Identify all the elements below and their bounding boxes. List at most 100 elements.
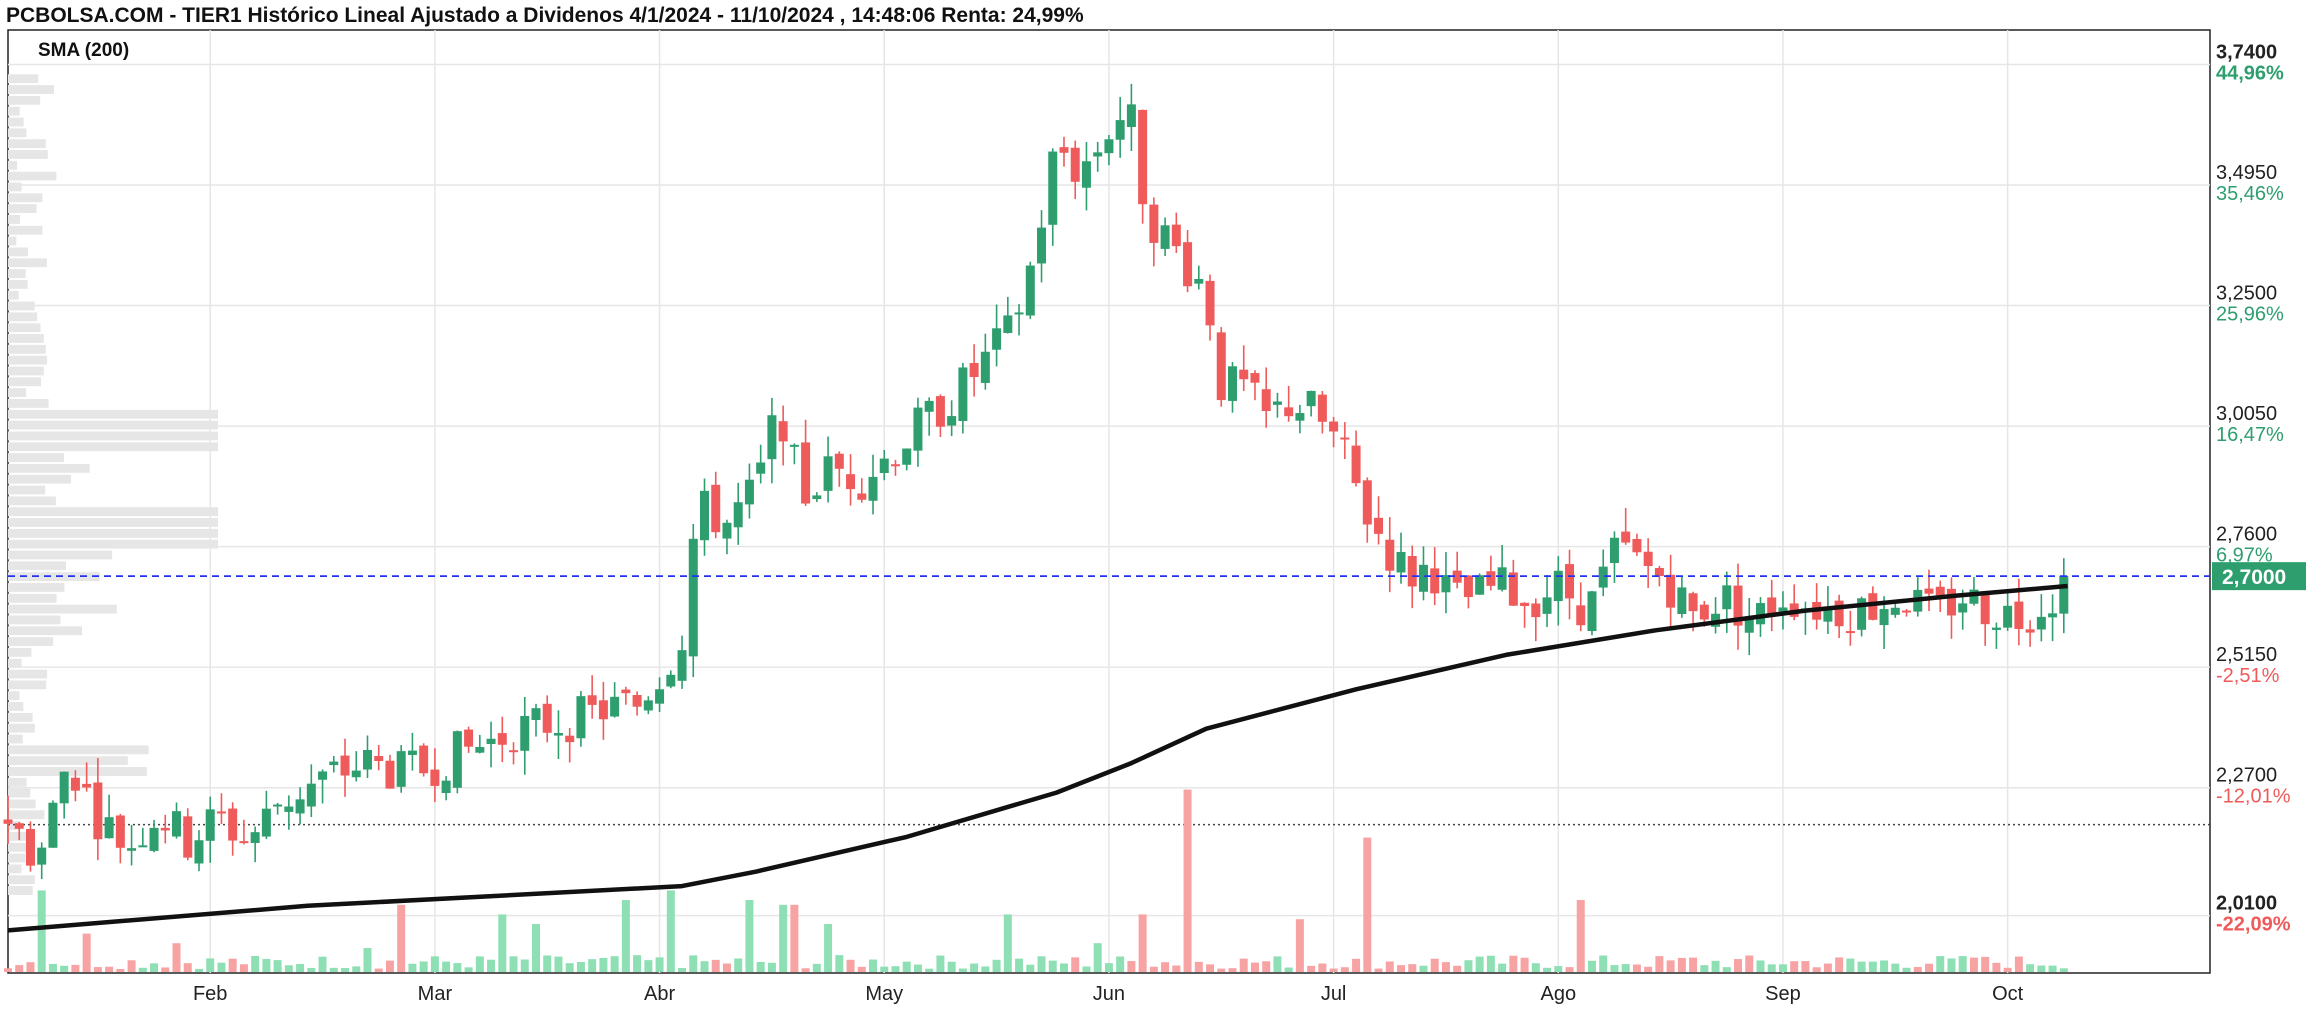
candle [935,394,945,438]
candle-body [1733,585,1743,626]
candle [250,826,260,863]
candle-body [1621,531,1631,543]
candle-body [59,771,69,804]
volume-profile-bar [8,485,46,495]
candle-body [1688,593,1698,612]
candle-body [407,750,417,755]
volume-bar [1217,968,1226,972]
volume-bar [1048,960,1057,972]
candle [677,635,687,689]
volume-bar [958,968,967,972]
candle [407,732,417,771]
volume-profile-bar [8,399,49,408]
candle [351,751,361,782]
volume-profile-bar [8,842,32,852]
x-tick-label: Feb [193,983,227,1005]
candle [1463,575,1473,609]
candle-body [1362,480,1372,525]
volume-bar [1082,966,1091,972]
candle [688,523,698,678]
volume-profile-bar [8,561,67,571]
volume-bar [1902,967,1911,972]
volume-bar [105,966,114,972]
y-tick-label: 2,7600 [2216,524,2277,546]
volume-bar [1969,957,1978,972]
candle [1576,582,1586,632]
y-tick-percent: 44,96% [2216,62,2284,84]
candle-body [149,827,159,851]
candle-body [1048,151,1058,225]
volume-bar [1486,955,1495,972]
candle-body [1565,564,1575,599]
volume-profile-bar [8,182,22,192]
volume-bar [1587,960,1596,972]
volume-bar [1857,961,1866,972]
candle-body [868,476,878,501]
volume-bar [1621,964,1630,972]
volume-profile-bar [8,886,33,895]
volume-bar [352,966,361,972]
volume-profile-bar [8,788,31,798]
volume-bar [296,963,305,972]
volume-bar [318,956,327,972]
candle [1149,197,1159,267]
volume-bar [1756,960,1765,972]
candle-body [2025,629,2035,633]
x-tick-label: Jul [1321,983,1347,1005]
candle-body [385,760,395,789]
candle [1126,83,1136,151]
candle-body [767,415,777,460]
volume-bar [1352,958,1361,972]
volume-profile-bar [8,712,33,722]
candle-body [1508,572,1518,606]
candle-body [14,823,24,829]
volume-bar [509,956,518,972]
volume-profile-bar [8,702,24,711]
volume-bar [1475,956,1484,972]
volume-profile-bar [8,637,54,646]
volume-bar [329,967,338,972]
volume-profile-bar [8,409,218,419]
volume-bar [1531,963,1540,972]
candle [1216,327,1226,407]
volume-bar [464,967,473,972]
volume-profile-bar [8,193,43,203]
volume-bar [1610,965,1619,972]
candle [733,482,743,545]
candle [1565,549,1575,620]
y-tick-label: 3,7400 [2216,41,2277,63]
candle-body [1239,369,1249,380]
candle-body [1025,265,1035,316]
volume-profile-bar [8,85,54,94]
sma-indicator-label[interactable]: SMA (200) [38,40,130,61]
volume-bar [644,960,653,972]
candle [587,675,597,719]
volume-profile-bar [8,864,22,874]
candle [25,821,35,872]
volume-bar [1947,958,1956,972]
candle-body [1699,604,1709,620]
volume-bar [1812,967,1821,972]
candle [846,454,856,506]
candle-body [958,367,968,421]
candle-body [744,479,754,505]
volume-bar [1127,961,1136,972]
candle-body [610,696,620,717]
volume-bar [1363,837,1372,972]
candle [149,819,159,853]
candle [1048,148,1058,246]
candle-body [1441,575,1451,593]
candle-body [756,462,766,474]
candle [1643,538,1653,588]
volume-bar [48,964,57,972]
candle [1520,602,1530,628]
candle-body [419,745,429,774]
candle-body [1317,394,1327,422]
volume-profile-bar [8,366,44,376]
volume-bar [869,959,878,972]
candle-body [127,848,137,851]
candle-body [643,700,653,711]
volume-bar [970,963,979,972]
volume-bar [1958,956,1967,972]
